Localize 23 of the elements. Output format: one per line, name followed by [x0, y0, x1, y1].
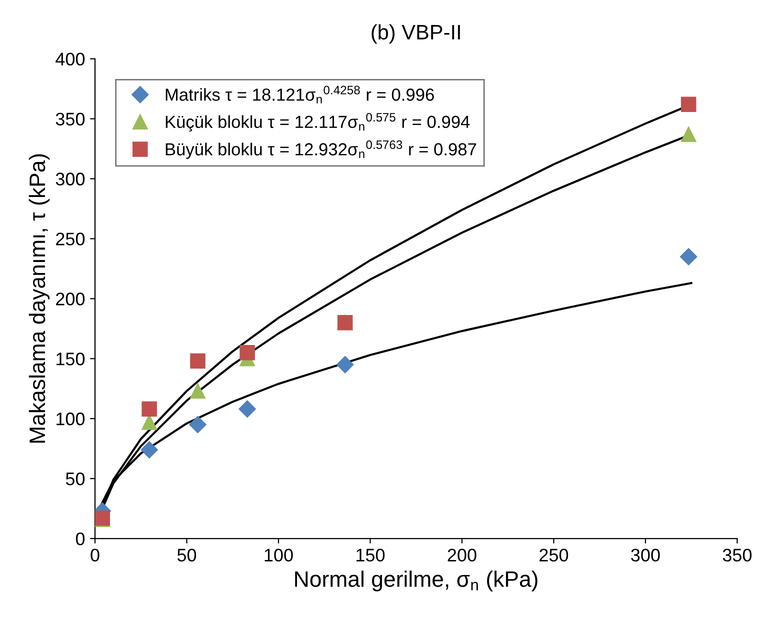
- legend-label: Büyük bloklu τ = 12.932σ$_{n}$$^{0.5763}$ r = 0.987: [166, 140, 476, 159]
- y-axis-title: Makaslama dayanımı, τ (kPa): [28, 154, 50, 443]
- y-tick-label: 150: [56, 352, 85, 366]
- x-tick-label: 300: [631, 548, 660, 562]
- y-tick-label: 350: [56, 112, 85, 126]
- y-tick-label: 0: [76, 532, 85, 546]
- legend-label: Küçük bloklu τ = 12.117σ$_{n}$$^{0.575}$ r = 0.994: [166, 112, 470, 132]
- y-tick-label: 100: [56, 412, 85, 426]
- x-tick-label: 250: [540, 548, 568, 562]
- x-tick-label: 350: [722, 548, 752, 562]
- x-tick-label: 0: [90, 548, 100, 562]
- legend-label: Matriks τ = 18.121σ$_{n}$$^{0.4258}$ r = 0.996: [166, 86, 434, 104]
- x-tick-label: 50: [177, 548, 196, 562]
- y-tick-label: 300: [56, 172, 85, 186]
- y-tick-label: 50: [66, 472, 85, 486]
- y-tick-label: 250: [56, 232, 85, 246]
- x-tick-label: 200: [448, 548, 476, 562]
- x-tick-label: 150: [356, 548, 385, 562]
- chart-title: (b) VBP-II: [372, 24, 460, 44]
- y-tick-label: 400: [56, 52, 85, 66]
- x-tick-label: 100: [264, 548, 293, 562]
- x-axis-title: Normal gerilme, σ$_{n}$ (kPa): [295, 570, 538, 592]
- y-tick-label: 200: [56, 292, 85, 306]
